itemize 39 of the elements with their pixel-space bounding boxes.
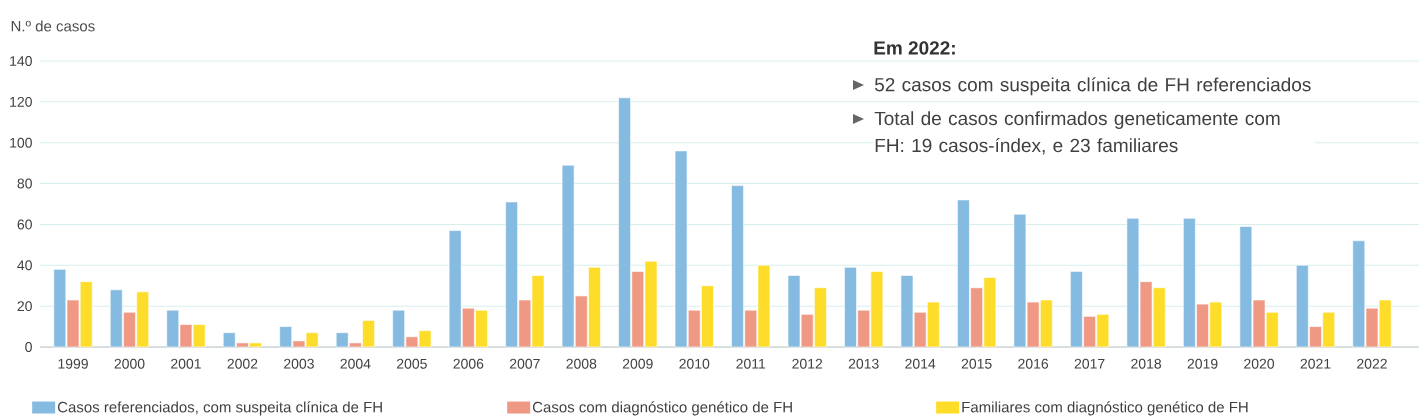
x-tick-label: 2003 — [284, 358, 314, 369]
x-tick-label: 2007 — [509, 358, 540, 369]
y-tick-label: 0 — [25, 342, 32, 352]
x-tick-label: 2008 — [566, 358, 597, 369]
x-tick-label: 2002 — [227, 358, 258, 369]
y-tick-label: 60 — [17, 219, 32, 230]
x-tick-label: 2014 — [905, 358, 936, 369]
x-tick-label: 2015 — [961, 358, 992, 369]
x-tick-label: 2021 — [1300, 358, 1331, 369]
y-tick-label: 100 — [10, 137, 32, 148]
y-tick-label: 140 — [10, 56, 32, 66]
legend-label: Familiares com diagnóstico genético de FH — [962, 401, 1248, 416]
x-tick-label: 2004 — [340, 358, 371, 369]
y-tick-label: 20 — [17, 301, 32, 312]
x-tick-label: 2005 — [397, 358, 427, 369]
y-axis-title: N.º de casos — [11, 20, 95, 32]
y-tick-label: 40 — [17, 260, 32, 271]
x-tick-label: 2013 — [848, 358, 879, 369]
x-tick-label: 2001 — [171, 358, 201, 369]
x-tick-label: 2018 — [1131, 358, 1162, 369]
x-tick-label: 2016 — [1018, 358, 1049, 369]
x-tick-label: 2022 — [1357, 358, 1387, 369]
x-tick-label: 2020 — [1244, 358, 1275, 369]
x-tick-label: 2017 — [1074, 358, 1105, 369]
x-tick-label: 2012 — [792, 358, 823, 369]
legend-label: Casos referenciados, com suspeita clínica de FH — [57, 401, 382, 416]
x-tick-label: 2019 — [1187, 358, 1218, 369]
annotation: Total de casos confirmados geneticamente com FH: 19 casos-índex, e 23 familiares — [874, 111, 1280, 155]
x-tick-label: 2010 — [679, 358, 710, 369]
x-tick-label: 1999 — [58, 358, 88, 369]
x-tick-label: 2006 — [453, 358, 484, 369]
x-tick-label: 2000 — [114, 358, 145, 369]
x-tick-label: 2011 — [736, 358, 766, 369]
legend-label: Casos com diagnóstico genético de FH — [532, 401, 792, 416]
text: Em 2022: — [874, 41, 955, 55]
annotation: 52 casos com suspeita clínica de FH referenciados — [874, 77, 1311, 96]
x-tick-label: 2009 — [622, 358, 653, 369]
y-tick-label: 120 — [10, 96, 32, 107]
y-tick-label: 80 — [17, 178, 32, 189]
